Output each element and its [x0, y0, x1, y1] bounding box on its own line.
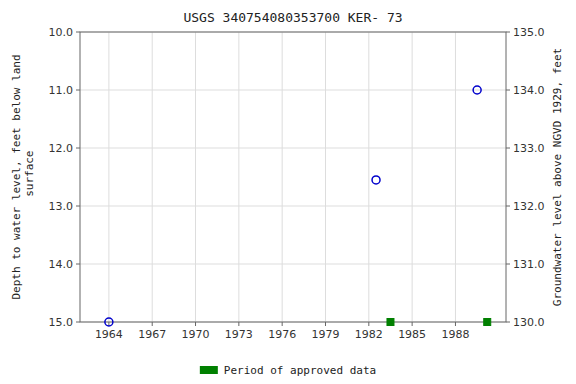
y2-tick-label: 135.0 [513, 26, 545, 39]
y-tick [76, 32, 80, 33]
y-tick-label: 11.0 [49, 84, 74, 97]
y2-tick-label: 130.0 [513, 316, 545, 329]
y2-tick-label: 132.0 [513, 200, 545, 213]
series [387, 319, 491, 326]
circle-marker [105, 318, 113, 326]
y-tick [76, 206, 80, 207]
y-tick-label: 13.0 [49, 200, 74, 213]
plot-frame [80, 32, 506, 322]
x-tick [412, 322, 413, 326]
y-tick [76, 264, 80, 265]
y2-tick [506, 90, 510, 91]
y2-tick [506, 148, 510, 149]
y2-tick-label: 131.0 [513, 258, 545, 271]
y-tick [76, 90, 80, 91]
y2-tick-label: 133.0 [513, 142, 545, 155]
title: USGS 340754080353700 KER- 73 [183, 10, 402, 25]
square-marker [387, 319, 394, 326]
x-tick [455, 322, 456, 326]
legend: Period of approved data [200, 364, 376, 377]
x-tick-label: 1964 [95, 328, 123, 341]
x-tick [368, 322, 369, 326]
axes: 1964 1967 1970 1973 1976 1979 1982 1985 1988 10.0… [49, 26, 545, 341]
y-axis-label: Depth to water level, feet below land su… [10, 54, 36, 299]
background [0, 0, 576, 384]
y-tick-label: 10.0 [49, 26, 74, 39]
grid-line [412, 32, 413, 322]
x-tick [152, 322, 153, 326]
grid-line [108, 32, 109, 322]
grid-line [80, 264, 506, 265]
y2-axis-label: Groundwater level above NGVD 1929, feet [551, 48, 564, 306]
x-tick-label: 1982 [355, 328, 383, 341]
grid-line [80, 148, 506, 149]
x-tick [325, 322, 326, 326]
data [105, 86, 491, 326]
grid-line [455, 32, 456, 322]
grid-line [152, 32, 153, 322]
chart: 1964 1967 1970 1973 1976 1979 1982 1985 1988 10.0… [0, 0, 576, 384]
grid-line [80, 90, 506, 91]
x-tick-label: 1979 [311, 328, 339, 341]
y-tick [76, 322, 80, 323]
x-tick-label: 1976 [268, 328, 296, 341]
x-tick [195, 322, 196, 326]
x-tick-label: 1967 [138, 328, 166, 341]
circle-marker [372, 176, 380, 184]
grid-line [282, 32, 283, 322]
grid [80, 32, 506, 322]
x-tick-label: 1988 [441, 328, 469, 341]
grid-line [238, 32, 239, 322]
x-tick-label: 1970 [182, 328, 210, 341]
grid-line [325, 32, 326, 322]
series [105, 86, 481, 326]
grid-line [80, 206, 506, 207]
y-tick-label: 15.0 [49, 316, 74, 329]
y-tick-label: 12.0 [49, 142, 74, 155]
y-tick [76, 148, 80, 149]
legend-label: Period of approved data [224, 364, 376, 377]
square-marker [484, 319, 491, 326]
x-tick-label: 1973 [225, 328, 253, 341]
x-tick-label: 1985 [398, 328, 426, 341]
x-tick [238, 322, 239, 326]
circle-marker [473, 86, 481, 94]
grid-line [368, 32, 369, 322]
y-tick-label: 14.0 [49, 258, 74, 271]
y2-tick [506, 322, 510, 323]
y2-tick [506, 206, 510, 207]
y2-tick-label: 134.0 [513, 84, 545, 97]
y2-tick [506, 32, 510, 33]
x-tick [282, 322, 283, 326]
grid-line [195, 32, 196, 322]
legend-swatch [200, 366, 218, 374]
y2-tick [506, 264, 510, 265]
